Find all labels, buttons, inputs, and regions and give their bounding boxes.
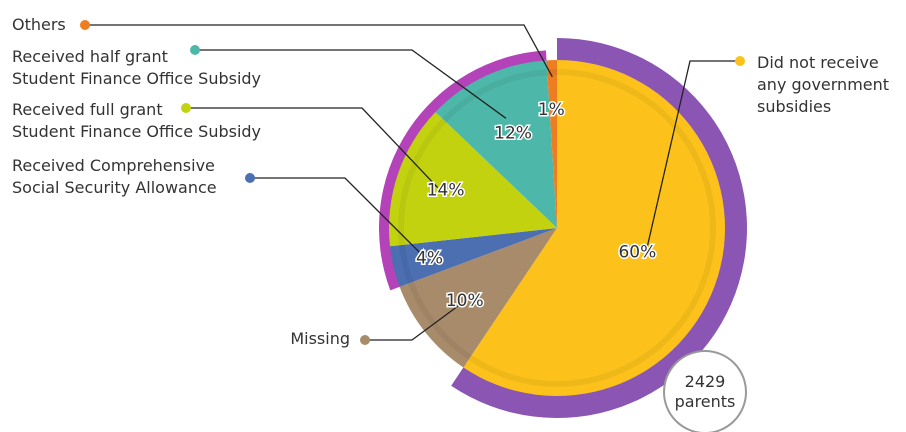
leader-line [250, 177, 427, 260]
pie-slice [435, 60, 557, 228]
value-label: 4% [416, 248, 443, 268]
leader-line [186, 107, 439, 189]
leader-dot [190, 45, 200, 55]
category-label: Received Comprehensive Social Security A… [12, 156, 217, 197]
pie-slice [463, 60, 725, 396]
pie-slice [546, 60, 557, 228]
category-label: Did not receive any government subsidies [757, 53, 890, 116]
leader-line [365, 302, 463, 341]
sample-size: 2429 parents [663, 350, 747, 432]
leader-dot [181, 103, 191, 113]
pie-slice [389, 228, 557, 287]
category-label: Received half grant Student Finance Offi… [12, 47, 262, 88]
leader-dot [80, 20, 90, 30]
pie-inner-shade [398, 69, 716, 387]
value-label: 10% [446, 291, 484, 311]
leader-dot [360, 335, 370, 345]
value-label: 12% [494, 124, 532, 144]
leader-dot [245, 173, 255, 183]
value-label: 14% [427, 180, 465, 200]
pie-slice [399, 228, 557, 368]
category-label: Received full grant Student Finance Offi… [12, 100, 262, 141]
higher-ses-tag: Higher SES [724, 322, 838, 343]
category-label: Others [12, 15, 66, 34]
pie-slice [389, 112, 557, 247]
lower-ses-tag: Lower SES [263, 228, 371, 249]
leader-dot [735, 56, 745, 66]
value-label: 60% [618, 242, 656, 262]
leader-line [195, 49, 507, 119]
value-label: 1% [538, 100, 565, 120]
leader-line [85, 24, 553, 78]
higher-ses-ring [451, 38, 747, 418]
category-label: Missing [290, 329, 350, 348]
leader-line [644, 60, 740, 256]
